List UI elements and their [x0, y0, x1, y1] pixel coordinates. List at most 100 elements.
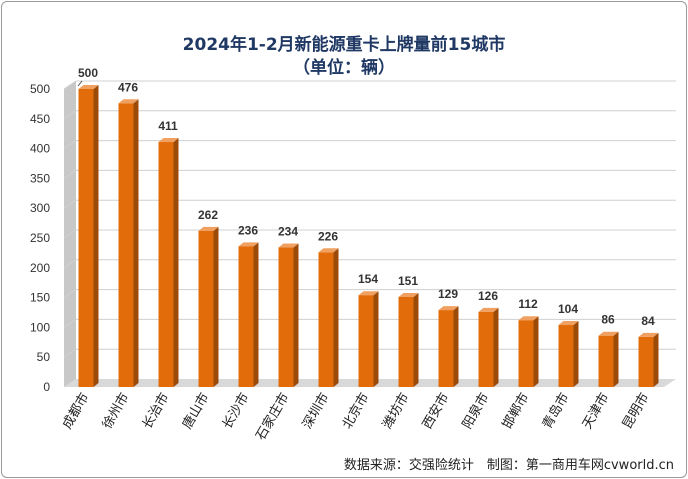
x-category-label: 西安市: [419, 390, 452, 432]
x-category-label: 石家庄市: [253, 390, 293, 443]
bar-top: [358, 291, 379, 296]
y-tick-label: 400: [30, 142, 50, 156]
y-tick-label: 100: [30, 320, 50, 334]
bar: [118, 103, 134, 387]
y-tick-label: 200: [30, 261, 50, 275]
data-label: 126: [478, 289, 498, 303]
bar: [158, 142, 174, 387]
data-label: 86: [601, 313, 615, 327]
bar-top: [558, 321, 579, 326]
data-label: 151: [398, 274, 418, 288]
gridline-diagonal: [63, 259, 77, 269]
x-category-label: 深圳市: [299, 390, 332, 432]
y-tick-label: 0: [43, 380, 50, 394]
bar-top: [598, 331, 619, 336]
gridline-diagonal: [63, 80, 77, 90]
x-category-label: 北京市: [339, 390, 372, 432]
data-label: 84: [641, 314, 655, 328]
data-label: 112: [518, 297, 538, 311]
x-category-label: 阳泉市: [459, 390, 492, 432]
x-category-label: 徐州市: [99, 390, 132, 432]
data-label: 104: [558, 302, 578, 316]
bar: [438, 310, 454, 387]
bar-top: [238, 242, 259, 247]
bar-side: [93, 85, 99, 387]
gridline-diagonal: [63, 348, 77, 358]
data-label: 129: [438, 287, 458, 301]
gridline-diagonal: [63, 289, 77, 299]
bar: [238, 246, 254, 387]
gridline-diagonal: [63, 140, 77, 150]
bar-side: [133, 99, 139, 387]
data-label: 226: [318, 229, 338, 243]
bar-side: [613, 331, 619, 387]
gridline-diagonal: [63, 229, 77, 239]
bar: [318, 252, 334, 387]
bar: [638, 336, 654, 387]
gridline-diagonal: [63, 169, 77, 179]
bar-top: [398, 293, 419, 298]
bar-top: [318, 248, 339, 253]
data-label: 262: [198, 208, 218, 222]
bar-side: [653, 332, 659, 387]
x-category-label: 天津市: [579, 390, 612, 432]
bar: [518, 320, 534, 387]
label-leader-line: [77, 80, 83, 87]
bar-top: [438, 306, 459, 311]
bar-side: [493, 307, 499, 387]
data-label: 500: [78, 66, 98, 80]
x-category-label: 邯郸市: [499, 390, 532, 432]
data-label: 411: [158, 119, 178, 133]
data-label: 234: [278, 225, 298, 239]
y-tick-label: 500: [30, 82, 50, 96]
bar-side: [533, 316, 539, 387]
bar-side: [253, 242, 259, 387]
bar-top: [198, 226, 219, 231]
x-category-label: 长治市: [139, 390, 172, 432]
gridline-diagonal: [63, 110, 77, 120]
bar-top: [118, 99, 139, 104]
bar-side: [333, 248, 339, 387]
x-category-label: 成都市: [59, 390, 92, 432]
bar-side: [173, 138, 179, 387]
bar: [598, 335, 614, 387]
x-category-label: 昆明市: [619, 390, 652, 432]
bar-side: [413, 293, 419, 387]
bar: [278, 247, 294, 387]
y-tick-label: 250: [30, 231, 50, 245]
data-label: 476: [118, 80, 138, 94]
bar: [398, 297, 414, 387]
y-tick-label: 350: [30, 171, 50, 185]
bar-side: [453, 306, 459, 387]
bar-top: [278, 243, 299, 248]
bar: [558, 325, 574, 387]
bar: [478, 311, 494, 387]
chart-subtitle: （单位：辆）: [293, 58, 395, 78]
x-category-label: 青岛市: [539, 390, 572, 432]
bar-top: [518, 316, 539, 321]
y-tick-label: 300: [30, 201, 50, 215]
bar-top: [78, 85, 99, 89]
bar-side: [373, 291, 379, 387]
x-category-label: 潍坊市: [379, 390, 412, 432]
bar-side: [213, 226, 219, 387]
bar-side: [293, 243, 299, 387]
x-category-label: 长沙市: [219, 390, 252, 432]
bar: [198, 230, 214, 387]
gridline-diagonal: [63, 318, 77, 328]
y-tick-label: 150: [30, 291, 50, 305]
data-source-note: 数据来源：交强险统计 制图：第一商用车网cvworld.cn: [343, 458, 674, 473]
bar-top: [158, 138, 179, 143]
bar-side: [573, 321, 579, 387]
gridline-diagonal: [63, 199, 77, 209]
bar-top: [638, 332, 659, 337]
bar: [358, 295, 374, 387]
data-label: 154: [358, 272, 378, 286]
chart-title: 2024年1-2月新能源重卡上牌量前15城市: [182, 35, 506, 55]
bar: [78, 89, 94, 387]
data-label: 236: [238, 223, 258, 237]
bar-top: [478, 307, 499, 312]
x-category-label: 唐山市: [179, 390, 212, 432]
y-tick-label: 450: [30, 112, 50, 126]
